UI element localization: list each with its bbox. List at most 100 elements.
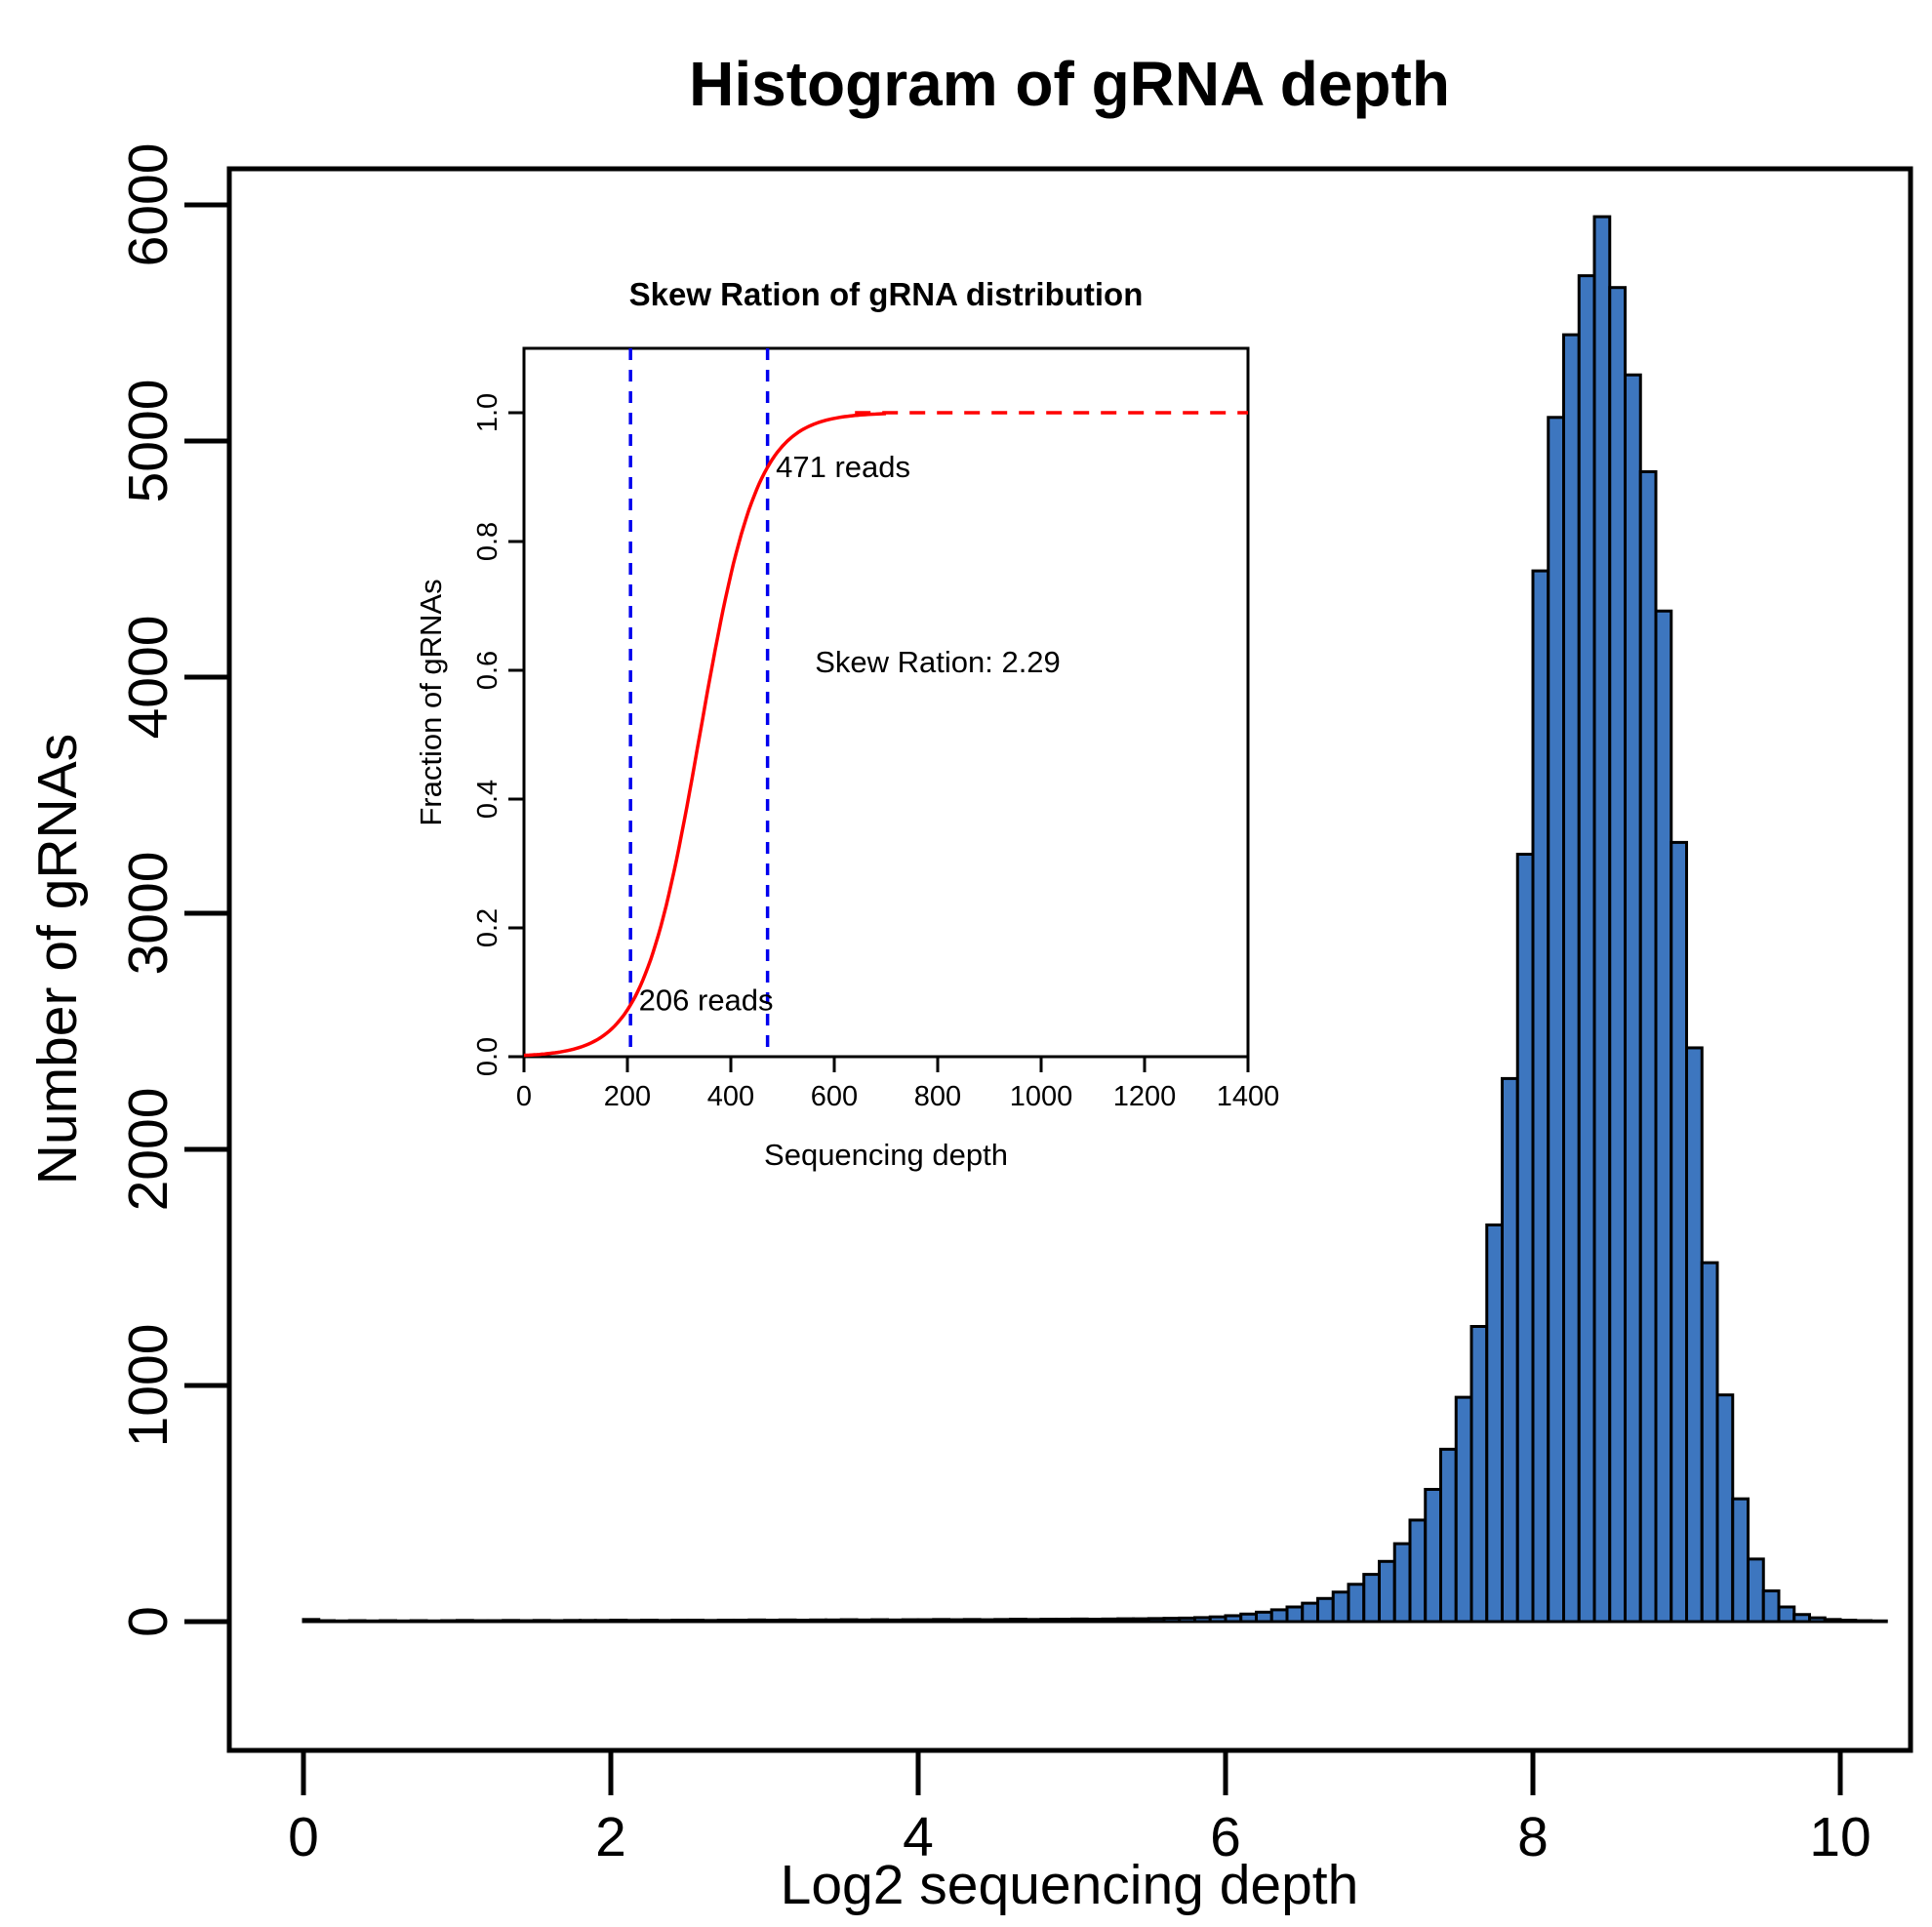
inset-axes: 0 200 400 600 800 1000 1200 1400 0.0 0.2 0.4 0.6 0.8… [472,393,1279,1112]
inset-y-tick-label: 0.6 [472,651,503,690]
histogram-bar [1700,1261,1719,1624]
histogram-bar [317,1619,336,1624]
histogram-bar [1331,1590,1350,1624]
y-tick-label: 4000 [117,616,180,740]
histogram-bar [1515,853,1535,1624]
cumulative-curve [523,412,887,1058]
histogram-bar [1469,1325,1489,1624]
inset-y-axis-title: Fraction of gRNAs [414,579,448,825]
histogram-bar [763,1619,782,1624]
histogram-bar [593,1619,613,1624]
histogram-bar [517,1619,536,1624]
histogram-bar [1854,1619,1872,1624]
histogram-bar [1485,1223,1504,1624]
histogram-bar [347,1619,367,1624]
histogram-bar [1624,373,1642,1624]
histogram-bar [1731,1497,1750,1624]
x-tick-label: 2 [595,1806,626,1868]
histogram-bar [1823,1618,1842,1624]
inset-x-tick-label: 400 [707,1081,754,1112]
histogram-bar [747,1618,766,1624]
histogram-bar [1439,1447,1458,1624]
histogram-bar [932,1618,950,1624]
y-axis-title: Number of gRNAs [26,734,89,1185]
main-plot-box [226,166,1913,1753]
histogram-bar [624,1619,643,1624]
histogram-bar [609,1619,628,1624]
inset-y-tick-label: 0.0 [472,1037,503,1076]
y-tick-label: 6000 [117,143,180,267]
inset-x-tick-label: 1400 [1217,1081,1280,1112]
histogram-bar [901,1618,920,1624]
histogram-bar [440,1619,459,1624]
histogram-bar [579,1619,597,1624]
histogram-bar [1592,215,1612,1624]
inset-x-tick-label: 800 [914,1081,961,1112]
histogram-bar [1239,1612,1258,1624]
histogram-bar [470,1619,490,1624]
histogram-bar [1162,1617,1182,1624]
histogram-bar [1208,1615,1228,1624]
histogram-bar [702,1619,720,1624]
histogram-bar [886,1618,905,1624]
inset-y-tick-label: 1.0 [472,393,503,432]
histogram-bars [302,215,1888,1624]
histogram-bar [1269,1608,1289,1624]
inset-x-tick-label: 200 [604,1081,651,1112]
histogram-bar [1608,286,1627,1624]
histogram-bar [640,1619,659,1624]
histogram-bar [1147,1617,1166,1624]
histogram-bar [1039,1618,1059,1624]
histogram-bar [1562,333,1581,1624]
inset-curves [523,348,1248,1058]
histogram-bar [686,1619,704,1624]
histogram-bar [1055,1618,1073,1624]
histogram-bar [486,1619,505,1624]
histogram-bar [1378,1559,1396,1624]
histogram-bar [394,1619,413,1624]
histogram-bar [1870,1619,1888,1624]
histogram-bar [1101,1617,1120,1624]
inset-x-tick-label: 1000 [1010,1081,1073,1112]
histogram-bar [1747,1557,1765,1624]
histogram-bar [732,1619,751,1624]
x-tick-label: 8 [1517,1806,1549,1868]
histogram-bar [1547,416,1565,1624]
histogram-bar [1501,1076,1519,1624]
inset-x-tick-label: 0 [516,1081,532,1112]
histogram-bar [547,1619,567,1624]
histogram-bar [1085,1618,1105,1624]
inset-x-tick-label: 600 [811,1081,858,1112]
x-tick-label: 6 [1210,1806,1241,1868]
histogram-bar [839,1618,859,1624]
y-tick-label: 3000 [117,852,180,976]
histogram-bar [563,1619,582,1624]
histogram-bar [1224,1614,1243,1624]
histogram-bar [655,1619,674,1624]
histogram-bar [978,1618,997,1624]
histogram-bar [409,1619,428,1624]
histogram-bar [825,1618,843,1624]
histogram-bar [1670,840,1688,1624]
histogram-bar [502,1619,520,1624]
histogram-bar [1132,1617,1150,1624]
y-tick-label: 2000 [117,1088,180,1212]
histogram-bar [456,1619,474,1624]
inset-y-tick-label: 0.8 [472,522,503,561]
x-axis-title: Log2 sequencing depth [781,1854,1359,1916]
histogram-bar [1392,1542,1412,1624]
inset-title: Skew Ration of gRNA distribution [629,276,1144,312]
histogram-bar [1178,1616,1196,1624]
histogram-bar [962,1618,982,1624]
histogram-bar [809,1618,827,1624]
histogram-bar [1301,1601,1319,1624]
histogram-bar [778,1618,797,1624]
histogram-bar [947,1618,966,1624]
histogram-bar [1715,1393,1735,1624]
histogram-bar [1531,569,1550,1624]
x-tick-label: 0 [288,1806,319,1868]
histogram-bar [870,1618,889,1624]
annotation-206-reads: 206 reads [639,983,774,1017]
histogram-bar [1408,1518,1428,1624]
